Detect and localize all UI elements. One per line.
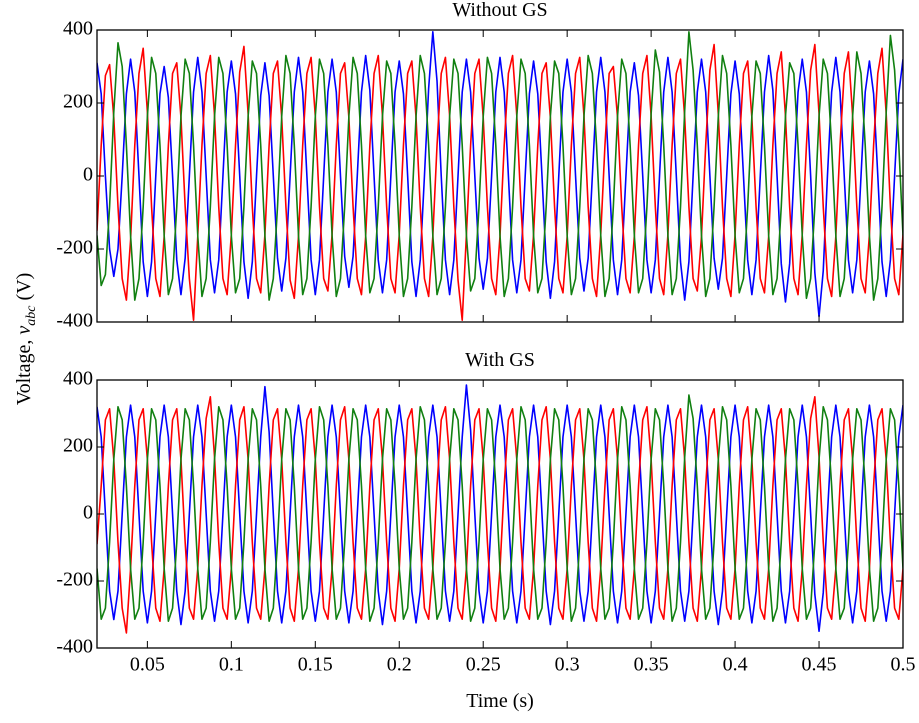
x-tick-label: 0.15 bbox=[298, 654, 333, 676]
subplot-title: Without GS bbox=[452, 0, 547, 21]
y-tick-label: 0 bbox=[83, 502, 93, 524]
x-tick-label: 0.1 bbox=[219, 654, 244, 676]
y-tick-label: 400 bbox=[63, 368, 93, 390]
x-tick-label: 0.2 bbox=[387, 654, 412, 676]
series-line bbox=[97, 394, 903, 622]
x-tick-label: 0.45 bbox=[802, 654, 837, 676]
x-tick-label: 0.35 bbox=[634, 654, 669, 676]
subplot-title: With GS bbox=[465, 349, 535, 371]
x-tick-label: 0.25 bbox=[466, 654, 501, 676]
plot-area bbox=[97, 384, 903, 634]
series-line bbox=[97, 31, 903, 301]
y-axis-label: Voltage, vabc (V) bbox=[13, 273, 39, 406]
y-label-unit: (V) bbox=[13, 273, 35, 306]
series-line bbox=[97, 384, 903, 633]
x-tick-label: 0.4 bbox=[723, 654, 748, 676]
y-tick-label: 400 bbox=[63, 18, 93, 40]
y-tick-label: -400 bbox=[56, 310, 93, 332]
x-tick-label: 0.3 bbox=[555, 654, 580, 676]
y-tick-label: -400 bbox=[56, 636, 93, 658]
y-tick-label: 200 bbox=[63, 435, 93, 457]
series-line bbox=[97, 31, 903, 318]
y-tick-label: -200 bbox=[56, 569, 93, 591]
x-tick-label: 0.5 bbox=[891, 654, 916, 676]
y-tick-label: -200 bbox=[56, 237, 93, 259]
y-tick-label: 0 bbox=[83, 164, 93, 186]
x-axis-label: Time (s) bbox=[466, 690, 534, 712]
x-tick-label: 0.05 bbox=[130, 654, 165, 676]
y-label-var: v bbox=[13, 326, 35, 335]
y-label-sub: abc bbox=[24, 305, 39, 326]
y-tick-label: 200 bbox=[63, 91, 93, 113]
plot-area bbox=[97, 31, 903, 321]
y-label-text: Voltage, bbox=[13, 335, 35, 406]
